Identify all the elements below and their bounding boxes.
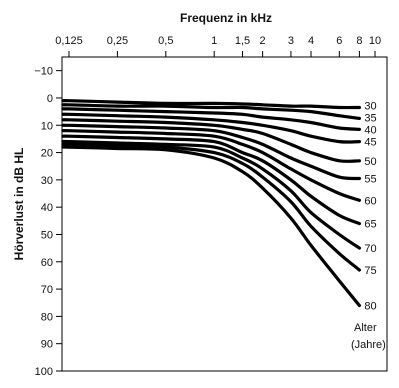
x-tick-label: 4 — [308, 35, 314, 47]
series-label-50: 50 — [364, 156, 376, 168]
y-tick-label: −10 — [34, 66, 53, 78]
plot-frame — [61, 56, 388, 372]
x-tick-label: 10 — [369, 35, 381, 47]
series-label-80: 80 — [364, 300, 376, 312]
series-label-30: 30 — [364, 101, 376, 113]
annotation-line-2: (Jahre) — [351, 339, 386, 351]
series-line-70 — [61, 139, 361, 250]
series-label-65: 65 — [364, 219, 376, 231]
y-axis-label: Hörverlust in dB HL — [12, 148, 26, 261]
series-label-40: 40 — [364, 124, 376, 136]
y-tick-label: 100 — [35, 366, 53, 378]
y-tick-label: 40 — [41, 202, 53, 214]
series-label-60: 60 — [364, 195, 376, 207]
y-ticks: −10 0 10 20 30 40 50 60 70 80 90 100 — [34, 66, 62, 378]
series-line-80 — [61, 145, 361, 308]
series-line-40 — [61, 107, 361, 131]
x-tick-label: 0,5 — [158, 35, 173, 47]
x-tick-label: 1,5 — [235, 35, 250, 47]
x-tick-label: 2 — [260, 35, 266, 47]
series-label-75: 75 — [364, 265, 376, 277]
x-tick-label: 8 — [356, 35, 362, 47]
series-label-70: 70 — [364, 243, 376, 255]
y-tick-label: 50 — [41, 229, 53, 241]
x-axis-label: Frequenz in kHz — [180, 11, 272, 25]
x-tick-label: 6 — [336, 35, 342, 47]
y-tick-label: 80 — [41, 311, 53, 323]
series-line-35 — [61, 103, 361, 120]
series-line-65 — [61, 134, 361, 226]
x-tick-label: 0,25 — [107, 35, 128, 47]
series-line-50 — [61, 118, 361, 163]
x-tick-label: 3 — [288, 35, 294, 47]
y-tick-label: 70 — [41, 284, 53, 296]
x-tick-label: 1 — [211, 35, 217, 47]
series-line-30 — [61, 99, 361, 110]
series-line-75 — [61, 142, 361, 272]
y-tick-label: 60 — [41, 257, 53, 269]
series-line-45 — [61, 112, 361, 144]
series-label-45: 45 — [364, 137, 376, 149]
annotation-line-1: Alter — [354, 322, 377, 334]
x-ticks: 0,125 0,25 0,5 1 1,5 2 3 4 6 8 10 — [55, 35, 381, 57]
series-line-60 — [61, 129, 361, 202]
series-line-55 — [61, 123, 361, 181]
y-tick-label: 20 — [41, 148, 53, 160]
series-lines — [61, 99, 361, 308]
series-label-35: 35 — [364, 112, 376, 124]
y-tick-label: 90 — [41, 339, 53, 351]
series-label-55: 55 — [364, 174, 376, 186]
x-tick-label: 0,125 — [55, 35, 83, 47]
y-tick-label: 10 — [41, 120, 53, 132]
y-tick-label: 0 — [47, 93, 53, 105]
y-tick-label: 30 — [41, 175, 53, 187]
